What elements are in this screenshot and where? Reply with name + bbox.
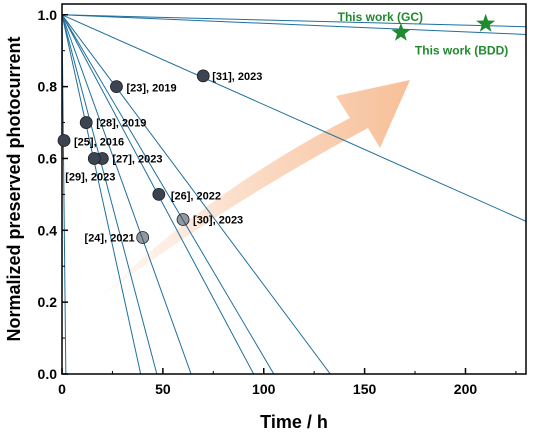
trend-line [62,14,331,374]
point-label: [25], 2016 [74,137,124,149]
star-label: This work (GC) [338,10,423,24]
star-marker [391,22,411,41]
x-tick-label: 100 [252,381,276,397]
data-point [87,152,101,165]
trend-line [62,14,142,374]
x-axis-title: Time / h [260,412,328,432]
data-point [110,80,123,94]
trend-line [62,14,526,35]
point-label: [31], 2023 [212,71,262,83]
trend-line [62,14,526,28]
point-label: [30], 2023 [193,215,243,227]
trend-line [62,14,526,222]
y-tick-label: 1.0 [38,7,58,23]
star-label: This work (BDD) [415,44,508,58]
data-point [79,116,93,129]
trend-lines [62,14,526,374]
y-axis-title: Normalized preserved photocurrent [4,36,24,341]
point-label: [29], 2023 [65,171,115,183]
data-point [152,187,166,201]
x-tick-label: 0 [58,381,66,397]
trend-line [62,14,158,374]
data-point [57,134,71,147]
point-label: [26], 2022 [171,190,221,202]
point-label: [28], 2019 [96,118,146,130]
x-tick-label: 200 [454,381,478,397]
this-work-points: This work (GC) This work (BDD) [338,10,509,58]
data-point [176,213,190,226]
y-tick-label: 0.8 [38,79,58,95]
point-label: [27], 2023 [112,153,162,165]
point-label: [24], 2021 [85,232,135,244]
plot-frame [61,3,527,375]
y-tick-label: 0.2 [38,294,58,310]
y-tick-label: 0.6 [38,150,58,166]
x-tick-label: 150 [353,381,377,397]
y-tick-label: 0.4 [38,222,58,238]
axes: 0 50 100 150 200 0.0 0.2 0.4 0.6 0.8 1.0 [38,3,527,397]
x-tick-label: 50 [155,381,171,397]
y-tick-label: 0.0 [38,366,58,382]
star-marker [476,13,496,32]
trend-line [62,14,192,374]
data-point [196,69,210,83]
point-label: [23], 2019 [126,83,176,95]
literature-points: [31], 2023 [23], 2019 [28], 2019 [25], 2016… [57,69,262,244]
trend-line [62,14,275,374]
data-point [136,231,150,244]
trend-arrow [102,80,410,296]
